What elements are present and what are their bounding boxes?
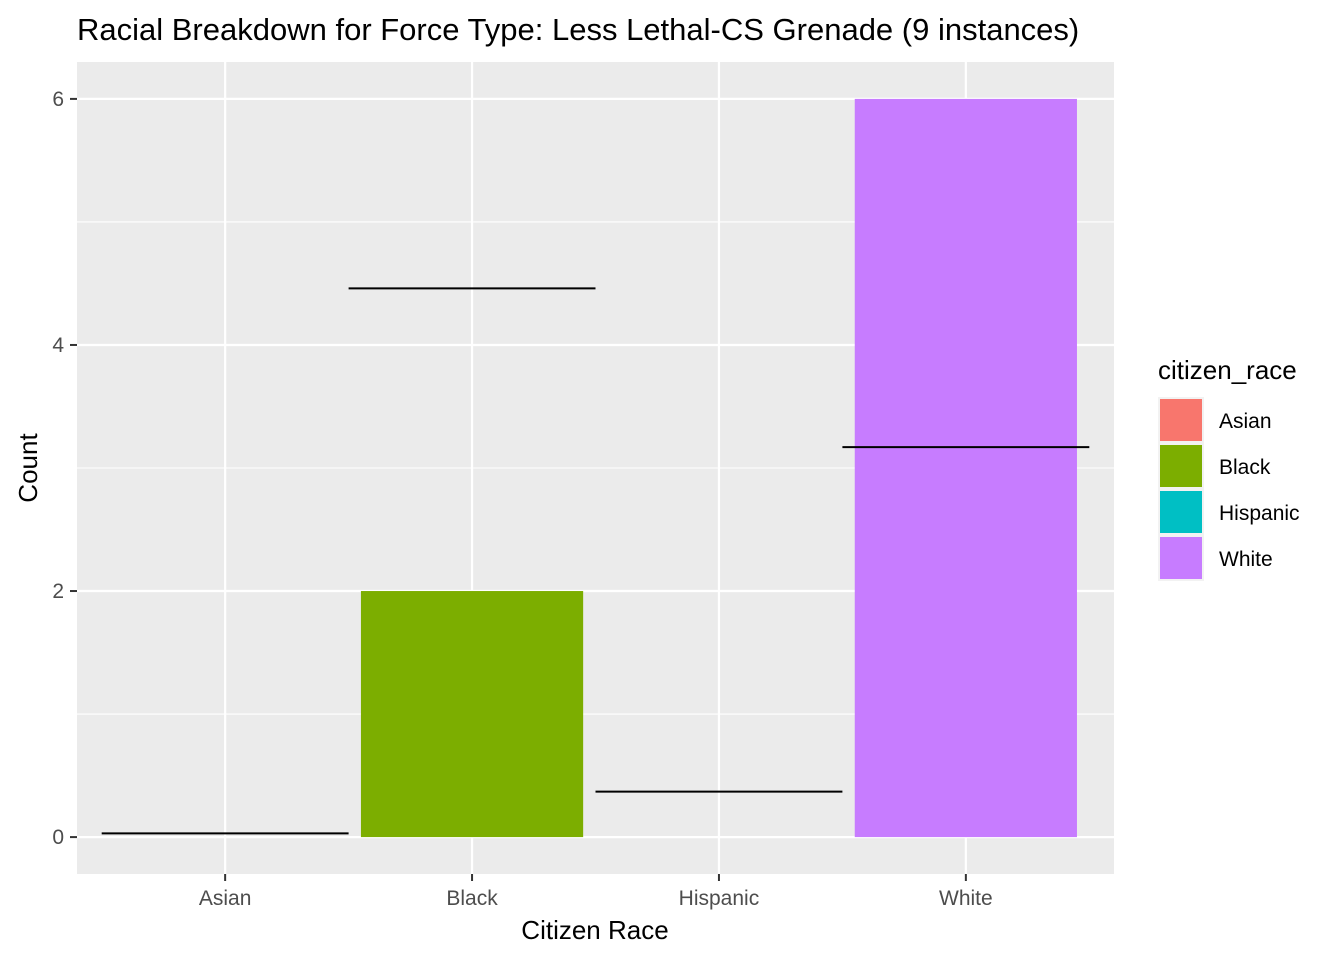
bar-black [360,591,584,838]
bars [360,98,1077,838]
x-tick-label: Black [446,887,498,910]
legend-label: Black [1219,456,1271,479]
x-tick-label: Hispanic [679,887,760,910]
y-tick-label: 2 [52,580,64,603]
legend-title: citizen_race [1158,355,1297,385]
legend-label: Hispanic [1219,502,1300,525]
x-axis: Asian Black Hispanic White [199,874,993,910]
y-axis-title: Count [13,433,43,503]
x-tick-label: Asian [199,887,252,910]
bar-white [854,98,1077,838]
chart-title: Racial Breakdown for Force Type: Less Le… [77,12,1079,47]
x-tick-label: White [939,887,993,910]
legend-swatch-hispanic [1160,491,1202,533]
legend-label: Asian [1219,410,1272,433]
y-tick-label: 6 [52,88,64,111]
legend: citizen_race Asian Black Hispanic White [1158,355,1300,581]
legend-swatch-black [1160,445,1202,487]
legend-swatch-white [1160,537,1202,579]
legend-label: White [1219,548,1273,571]
reference-lines [101,287,1090,835]
y-axis: 0 2 4 6 [52,88,77,849]
y-tick-label: 4 [52,334,64,357]
y-tick-label: 0 [52,826,64,849]
legend-swatch-asian [1160,399,1202,441]
x-axis-title: Citizen Race [521,915,668,945]
